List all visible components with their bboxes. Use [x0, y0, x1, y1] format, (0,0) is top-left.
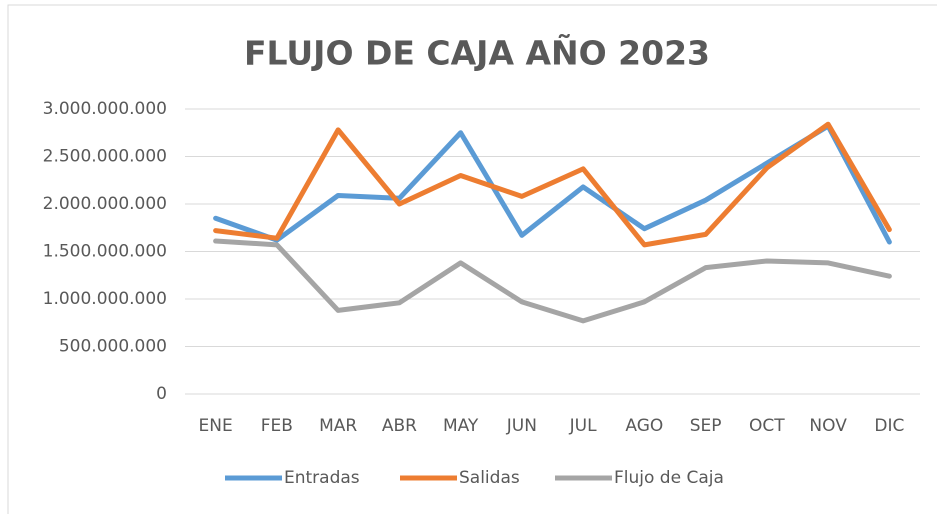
series-line — [213, 121, 892, 248]
series-line — [213, 123, 892, 245]
x-tick-label: ENE — [199, 416, 233, 436]
x-tick-label: ABR — [382, 416, 417, 436]
x-tick-label: OCT — [749, 416, 785, 436]
legend-label: Flujo de Caja — [614, 468, 724, 488]
x-tick-label: DIC — [874, 416, 904, 436]
x-tick-label: MAR — [319, 416, 357, 436]
x-tick-label: JUL — [569, 416, 597, 436]
y-tick-label: 0 — [156, 384, 167, 404]
legend-label: Salidas — [459, 468, 520, 488]
legend-label: Entradas — [284, 468, 360, 488]
y-tick-label: 500.000.000 — [59, 337, 167, 357]
y-tick-label: 1.500.000.000 — [43, 242, 167, 262]
x-tick-label: MAY — [443, 416, 479, 436]
y-tick-label: 2.500.000.000 — [43, 147, 167, 167]
x-tick-label: FEB — [261, 416, 293, 436]
chart-title: FLUJO DE CAJA AÑO 2023 — [244, 33, 710, 73]
y-tick-label: 2.000.000.000 — [43, 194, 167, 214]
x-tick-label: SEP — [690, 416, 722, 436]
x-tick-label: JUN — [506, 416, 537, 436]
x-tick-label: NOV — [809, 416, 847, 436]
series-line — [213, 238, 892, 324]
y-tick-label: 1.000.000.000 — [43, 289, 167, 309]
y-tick-label: 3.000.000.000 — [43, 99, 167, 119]
x-tick-label: AGO — [625, 416, 663, 436]
